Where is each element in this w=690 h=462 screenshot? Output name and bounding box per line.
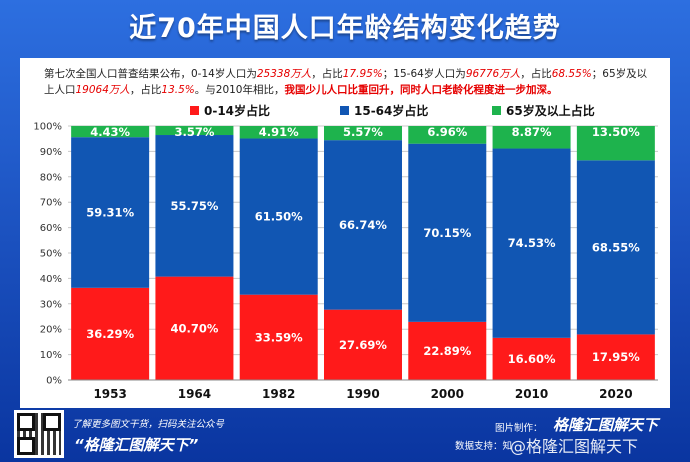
data-label: 66.74% [339,218,387,232]
bar-segment [492,337,571,380]
data-label: 55.75% [170,199,218,213]
data-label: 6.96% [427,125,467,139]
bar-segment [71,287,150,380]
data-label: 70.15% [423,226,471,240]
data-label: 16.60% [508,352,556,366]
qr-corner [17,437,35,455]
bar-segment [408,126,487,144]
chart-title: 近70年中国人口年龄结构变化趋势 [129,13,561,44]
data-label: 36.29% [86,327,134,341]
footer-line1: 了解更多图文干货，扫码关注公众号 [72,419,225,430]
x-tick-label: 2010 [515,387,548,401]
data-label: 4.43% [90,125,130,139]
data-label: 74.53% [508,236,556,250]
bar-segment [155,125,234,136]
desc-value: 96776万人 [465,68,521,80]
data-label: 17.95% [592,350,640,364]
desc-text: ；15-64岁人口为 [382,68,466,80]
qr-corner [43,413,61,431]
x-tick-label: 2020 [599,387,632,401]
y-tick-label: 20% [40,325,62,336]
watermark: @格隆汇图解天下 [510,437,639,456]
bar-segment [324,309,402,380]
desc-text: 。与2010年相比， [194,84,285,96]
data-label: 27.69% [339,338,387,352]
bar-segment [324,140,402,310]
desc-value: 13.5% [161,84,195,96]
data-label: 5.57% [343,125,383,139]
data-support-label: 数据支持：知 [455,441,513,452]
x-tick-label: 2000 [431,387,464,401]
bar-segment [576,160,655,335]
x-tick-label: 1990 [346,387,379,401]
y-tick-label: 70% [40,198,62,209]
y-tick-label: 100% [33,122,62,133]
data-label: 22.89% [423,344,471,358]
bar-segment [155,276,234,380]
legend-label: 0-14岁占比 [204,103,270,118]
bar-segment [492,126,571,149]
y-tick-label: 40% [40,274,62,285]
bar-segment [324,126,402,141]
data-label: 4.91% [259,125,299,139]
y-tick-label: 0% [46,376,62,387]
qr-code [14,410,64,458]
x-tick-label: 1964 [178,387,211,401]
data-label: 3.57% [174,125,214,139]
made-by-label: 图片制作： [495,423,543,434]
desc-value: 17.95% [342,68,383,80]
y-tick-label: 60% [40,223,62,234]
desc-value: 68.55% [551,68,592,80]
bar-segment [155,135,234,277]
data-label: 40.70% [170,321,218,335]
legend-label: 65岁及以上占比 [506,103,595,118]
footer-slogan: “格隆汇图解天下” [74,436,199,454]
chart-panel: 第七次全国人口普查结果公布，0-14岁人口为25338万人，占比17.95%；1… [20,58,670,408]
y-tick-label: 80% [40,172,62,183]
desc-text: ，占比 [129,84,162,96]
desc-highlight: 我国少儿人口比重回升，同时人口老龄化程度进一步加深。 [284,84,558,96]
y-tick-label: 30% [40,299,62,310]
x-tick-label: 1953 [93,387,126,401]
y-tick-label: 10% [40,350,62,361]
data-label: 13.50% [592,125,640,139]
brand-name: 格隆汇图解天下 [553,416,659,434]
y-tick-label: 90% [40,147,62,158]
desc-text: ；65岁及以上人口 [44,68,648,96]
qr-corner [17,413,35,431]
desc-text: 第七次全国人口普查结果公布，0-14岁人口为 [44,68,257,80]
bar-segment [408,143,487,322]
bar-segment [239,138,318,295]
desc-value: 19064万人 [75,84,130,96]
legend-label: 15-64岁占比 [354,103,428,118]
data-label: 33.59% [255,330,303,344]
bar-segment [71,125,150,138]
data-label: 68.55% [592,240,640,254]
bar-segment [239,294,318,380]
data-label: 61.50% [255,210,303,224]
bar-segment [576,126,655,161]
legend-swatch [190,106,199,115]
y-tick-label: 50% [40,249,62,260]
bar-segment [239,126,318,139]
bar-segment [576,334,655,380]
bar-segment [492,148,571,338]
desc-value: 25338万人 [256,68,312,80]
description: 第七次全国人口普查结果公布，0-14岁人口为25338万人，占比17.95%；1… [44,66,654,98]
x-tick-label: 1982 [262,387,295,401]
legend-swatch [340,106,349,115]
data-label: 59.31% [86,205,134,219]
desc-text: ，占比 [520,68,552,80]
data-label: 8.87% [512,125,552,139]
bar-segment [408,321,487,380]
bar-segment [71,137,150,288]
desc-text: ，占比 [311,68,343,80]
stacked-bar-chart: 0% 10% 20% 30% 40% 50% 60% 70% 80% 90% 100% 0-14岁占比… [33,103,658,401]
legend-swatch [492,106,501,115]
